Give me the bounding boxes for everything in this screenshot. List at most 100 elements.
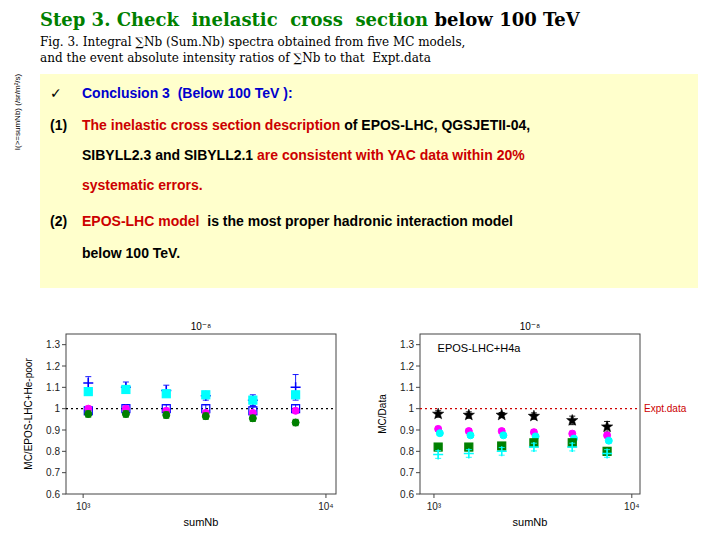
conclusion-label: (2) (50, 213, 67, 229)
error-bar (250, 415, 256, 421)
y-tick (416, 494, 420, 495)
conclusion-line: systematic errors. (82, 177, 203, 193)
y-tick-label: 1.3 (400, 339, 414, 350)
series (432, 408, 612, 432)
data-point (602, 448, 612, 458)
error-bar (435, 444, 441, 450)
x-tick (83, 494, 84, 498)
x-tick (325, 494, 326, 498)
error-bar (250, 397, 256, 403)
error-bar (163, 412, 169, 418)
data-point (249, 415, 256, 422)
series (434, 439, 611, 456)
y-tick-label: 1.2 (400, 361, 414, 372)
data-point (202, 413, 209, 420)
subtitle: and the event absolute intensity ratios … (40, 51, 431, 65)
error-bar (123, 386, 129, 392)
y-tick-label: 0.8 (46, 446, 60, 457)
error-bar (293, 392, 299, 398)
y-tick (62, 494, 66, 495)
conclusion-text: Conclusion 3 (Below 100 TeV ): (82, 85, 293, 101)
y-tick (62, 408, 66, 409)
y-tick (416, 451, 420, 452)
y-tick (416, 344, 420, 345)
data-point (528, 410, 539, 421)
error-bar (203, 413, 209, 419)
data-point (467, 432, 474, 439)
y-tick-label: 0.8 (400, 446, 414, 457)
data-point (529, 442, 539, 452)
y-tick-label: 0.7 (46, 467, 60, 478)
error-bar (250, 395, 256, 406)
x-tick-label: 10³ (427, 501, 442, 512)
conclusion-label: ✓ (50, 85, 62, 101)
conclusion-line: below 100 TeV. (82, 245, 180, 261)
x-tick-label: 10³ (76, 501, 91, 512)
error-bar (85, 411, 91, 417)
conclusion-box (40, 74, 698, 288)
series (85, 411, 299, 427)
conclusion-label: (1) (50, 117, 67, 133)
y-tick (416, 387, 420, 388)
data-point (292, 391, 300, 399)
y-tick-label: 1 (54, 403, 60, 414)
x-tick-label: 10⁴ (624, 501, 639, 512)
annotation: 10⁻⁸ (191, 321, 212, 332)
data-point (497, 446, 507, 456)
data-point (162, 390, 170, 398)
y-tick (62, 387, 66, 388)
conclusion-line: EPOS-LHC model is the most proper hadron… (82, 213, 513, 229)
y-tick-label: 0.9 (400, 425, 414, 436)
y-tick (416, 472, 420, 473)
data-point (83, 378, 93, 388)
plot-frame (66, 334, 336, 494)
title-part: below 100 TeV (428, 9, 581, 30)
conclusion-text: of EPOS-LHC, QGSJETII-04, (340, 117, 530, 133)
data-point (432, 408, 443, 419)
series (84, 385, 299, 404)
y-tick (62, 451, 66, 452)
data-point (122, 411, 129, 418)
data-point (463, 409, 474, 420)
data-point (605, 437, 612, 444)
data-point (567, 414, 578, 425)
subtitle: Fig. 3. Integral ∑Nb (Sum.Nb) spectra ob… (40, 35, 465, 49)
data-point (249, 396, 257, 404)
series (84, 405, 299, 415)
title: Step 3. Check inelastic cross section be… (40, 9, 581, 30)
y-tick-label: 0.6 (46, 489, 60, 500)
series (435, 425, 611, 438)
conclusion-line: SIBYLL2.3 and SIBYLL2.1 are consistent w… (82, 147, 525, 163)
x-tick-label: 10⁴ (318, 501, 333, 512)
data-point (436, 430, 443, 437)
y-tick-label: 1.2 (46, 361, 60, 372)
y-tick (416, 366, 420, 367)
data-point (496, 409, 507, 420)
data-point (85, 411, 92, 418)
y-tick-label: 0.7 (400, 467, 414, 478)
series (436, 430, 612, 444)
chart: 0.60.70.80.911.11.21.310³10⁴sumNbMC/Data… (377, 321, 687, 528)
y-tick (62, 472, 66, 473)
side-label: I(>=sumNb) (/sr/m²/s) (13, 73, 22, 150)
conclusion-text: The inelastic cross section description (82, 117, 340, 133)
data-point (84, 388, 92, 396)
y-tick-label: 0.6 (400, 489, 414, 500)
conclusion-line: The inelastic cross section description … (82, 117, 530, 133)
y-tick (62, 366, 66, 367)
marks (66, 375, 336, 427)
data-point (567, 442, 577, 452)
data-point (500, 432, 507, 439)
data-point (292, 419, 299, 426)
series (85, 405, 299, 416)
data-point (433, 450, 443, 460)
error-bar (293, 408, 299, 413)
error-bar (163, 391, 169, 397)
data-point (122, 385, 130, 393)
data-point (201, 391, 211, 401)
y-tick-label: 1.3 (46, 339, 60, 350)
error-bar (293, 419, 299, 425)
error-bar (203, 392, 209, 401)
data-point (248, 395, 258, 405)
plot-frame (420, 334, 640, 494)
